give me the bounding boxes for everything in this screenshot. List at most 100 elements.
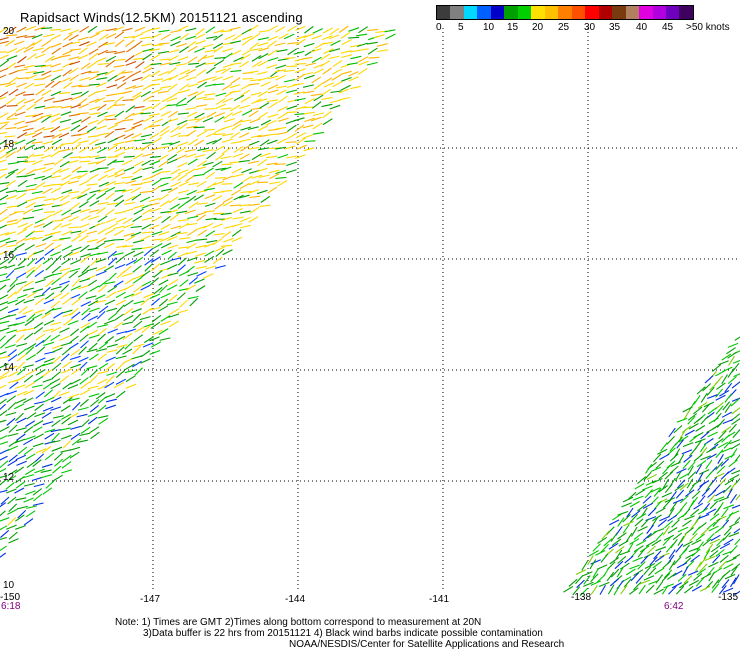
wind-barb (668, 586, 677, 595)
legend-label: 0 (436, 22, 442, 33)
legend-swatch (490, 6, 505, 19)
wind-barb (170, 35, 181, 42)
wind-barb (709, 550, 719, 558)
wind-barb (687, 570, 699, 576)
wind-barb (131, 291, 142, 298)
wind-barb (251, 47, 263, 51)
wind-barb (160, 110, 172, 117)
wind-barb (131, 308, 142, 314)
wind-barb (648, 579, 659, 585)
wind-barb (7, 445, 18, 452)
wind-barb (241, 38, 252, 46)
wind-barb (32, 502, 44, 506)
wind-barb (76, 439, 88, 443)
wind-barb (215, 248, 225, 258)
wind-barb (18, 306, 28, 314)
wind-barb (16, 433, 26, 441)
swath-west-wind-barbs (0, 24, 396, 558)
time-label-east: 6:42 (664, 601, 684, 612)
wind-barb (248, 146, 260, 150)
wind-barb (706, 566, 715, 577)
legend-swatch (558, 6, 572, 19)
wind-barb (248, 140, 260, 146)
legend-swatch (450, 6, 464, 19)
wind-barb (33, 71, 45, 75)
wind-barb (348, 27, 360, 32)
wind-barb (44, 428, 56, 433)
wind-barb (267, 139, 278, 145)
wind-barb (283, 78, 296, 83)
wind-barb (8, 88, 19, 96)
wind-barb (285, 155, 298, 159)
wind-barb (87, 135, 99, 138)
wind-barb (268, 101, 278, 109)
wind-barb (195, 252, 206, 257)
wind-barb (188, 276, 198, 285)
wind-barb (167, 284, 178, 291)
wind-barb (204, 93, 216, 96)
wind-barb (668, 560, 676, 571)
wind-barb (185, 153, 197, 158)
wind-barb (168, 49, 180, 54)
wind-barb (114, 75, 126, 82)
wind-barb (716, 537, 725, 547)
wind-barb (88, 71, 100, 74)
wind-barb (615, 545, 625, 554)
wind-barb (0, 159, 7, 163)
wind-barb (221, 163, 233, 166)
wind-barb (730, 577, 737, 588)
wind-barb (676, 562, 688, 569)
wind-barb (239, 138, 251, 143)
wind-barb (311, 76, 322, 84)
wind-barb (229, 40, 242, 44)
wind-barb (178, 196, 190, 200)
wind-barb (9, 381, 19, 390)
wind-barb (722, 532, 731, 541)
wind-barb (179, 83, 190, 91)
wind-barb (700, 431, 710, 440)
wind-barb (142, 166, 154, 171)
wind-barb (323, 82, 335, 88)
wind-barb (95, 258, 107, 263)
wind-barb (322, 110, 332, 119)
wind-barb (239, 60, 249, 68)
wind-barb (367, 47, 378, 55)
wind-barb (105, 356, 116, 362)
wind-barb (122, 159, 133, 166)
wind-barb (177, 119, 188, 126)
wind-barb (152, 44, 164, 47)
wind-barb (43, 341, 55, 347)
wind-barb (284, 145, 296, 150)
wind-barb (6, 26, 17, 34)
wind-barb (206, 239, 218, 243)
wind-barb (41, 463, 53, 468)
wind-barb (104, 130, 115, 139)
wind-barb (89, 307, 100, 313)
wind-barb (221, 216, 233, 222)
wind-barb (133, 208, 144, 215)
wind-barb (34, 196, 46, 199)
wind-barb (259, 204, 271, 208)
wind-barb (5, 39, 15, 47)
wind-barb (186, 250, 198, 255)
wind-barb (676, 479, 686, 489)
wind-barb (88, 138, 100, 146)
legend-swatch (598, 6, 613, 19)
wind-barb (141, 223, 152, 230)
wind-barb (705, 543, 714, 554)
wind-barb (41, 27, 53, 30)
wind-barb (662, 465, 671, 475)
wind-barb (17, 77, 29, 80)
wind-barb (161, 249, 172, 256)
wind-barb (687, 415, 696, 425)
wind-barb (277, 58, 289, 62)
wind-barb (89, 404, 99, 413)
wind-barb (357, 42, 368, 48)
wind-barb (51, 168, 62, 175)
wind-barb (609, 578, 619, 587)
wind-barb (58, 132, 70, 139)
wind-barb (125, 328, 136, 333)
wind-barb (44, 432, 55, 440)
wind-barb (160, 223, 171, 230)
wind-barb (187, 111, 198, 118)
